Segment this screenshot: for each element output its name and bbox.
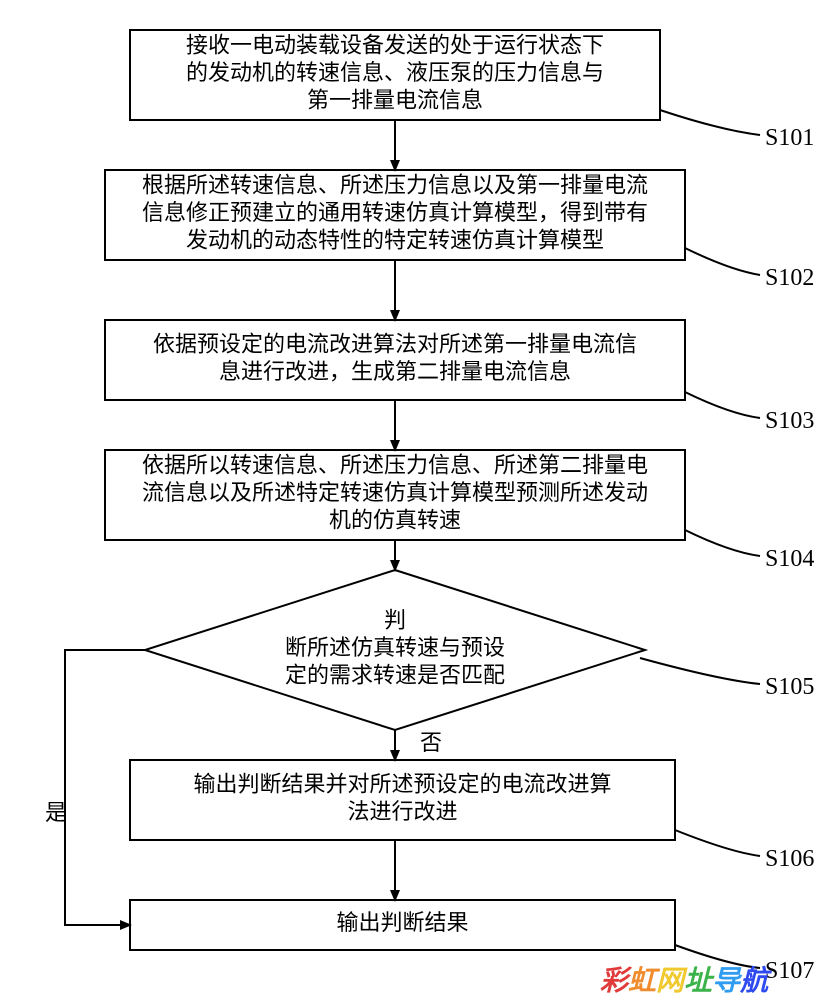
edge-label-no: 否 <box>420 730 442 755</box>
leader-l106 <box>675 830 760 856</box>
leader-l103 <box>685 392 760 418</box>
box-s102-text-line-2: 发动机的动态特性的特定转速仿真计算模型 <box>186 228 604 253</box>
step-label-l101: S101 <box>765 125 814 151</box>
step-label-l102: S102 <box>765 265 814 291</box>
arrow-yes-path <box>65 650 145 925</box>
box-s103-text-line-0: 依据预设定的电流改进算法对所述第一排量电流信 <box>153 331 637 356</box>
box-s102-text-line-0: 根据所述转速信息、所述压力信息以及第一排量电流 <box>142 173 648 198</box>
leader-l102 <box>685 248 760 275</box>
step-label-l107: S107 <box>765 958 814 984</box>
box-s104-text-line-2: 机的仿真转速 <box>329 508 461 533</box>
box-s106-text-line-0: 输出判断结果并对所述预设定的电流改进算 <box>193 771 611 796</box>
box-s102-text-line-1: 信息修正预建立的通用转速仿真计算模型，得到带有 <box>142 200 648 225</box>
step-label-l103: S103 <box>765 408 814 434</box>
box-s103-text-line-1: 息进行改进，生成第二排量电流信息 <box>219 359 571 384</box>
step-label-l104: S104 <box>765 546 814 572</box>
decision-s105-text-line-1: 断所述仿真转速与预设 <box>285 635 505 660</box>
box-s104-text: 依据所以转速信息、所述压力信息、所述第二排量电流信息以及所述特定转速仿真计算模型… <box>142 453 648 533</box>
decision-s105-text-line-2: 定的需求转速是否匹配 <box>285 663 505 688</box>
box-s106-text-line-1: 法进行改进 <box>347 799 457 824</box>
decision-s105-text-line-0: 判 <box>384 608 406 633</box>
box-s101-text: 接收一电动装载设备发送的处于运行状态下的发动机的转速信息、液压泵的压力信息与第一… <box>186 33 604 113</box>
box-s103-text: 依据预设定的电流改进算法对所述第一排量电流信息进行改进，生成第二排量电流信息 <box>153 331 637 384</box>
box-s101-text-line-2: 第一排量电流信息 <box>307 88 483 113</box>
box-s104-text-line-1: 流信息以及所述特定转速仿真计算模型预测所述发动 <box>142 480 648 505</box>
box-s107-text: 输出判断结果 <box>336 910 468 935</box>
edge-label-yes: 是 <box>45 800 67 825</box>
step-label-l106: S106 <box>765 846 814 872</box>
leader-l104 <box>685 530 760 556</box>
box-s102-text: 根据所述转速信息、所述压力信息以及第一排量电流信息修正预建立的通用转速仿真计算模… <box>142 173 648 253</box>
step-label-l105: S105 <box>765 674 814 700</box>
leader-l105 <box>640 658 760 684</box>
decision-s105-text: 判断所述仿真转速与预设定的需求转速是否匹配 <box>285 608 505 688</box>
box-s104-text-line-0: 依据所以转速信息、所述压力信息、所述第二排量电 <box>142 453 648 478</box>
box-s101-text-line-0: 接收一电动装载设备发送的处于运行状态下 <box>186 33 604 58</box>
watermark: 彩虹网址导航 <box>600 965 772 996</box>
box-s106-text: 输出判断结果并对所述预设定的电流改进算法进行改进 <box>193 771 611 824</box>
box-s107-text-line-0: 输出判断结果 <box>336 910 468 935</box>
box-s101-text-line-1: 的发动机的转速信息、液压泵的压力信息与 <box>186 60 604 85</box>
leader-l101 <box>660 110 760 135</box>
